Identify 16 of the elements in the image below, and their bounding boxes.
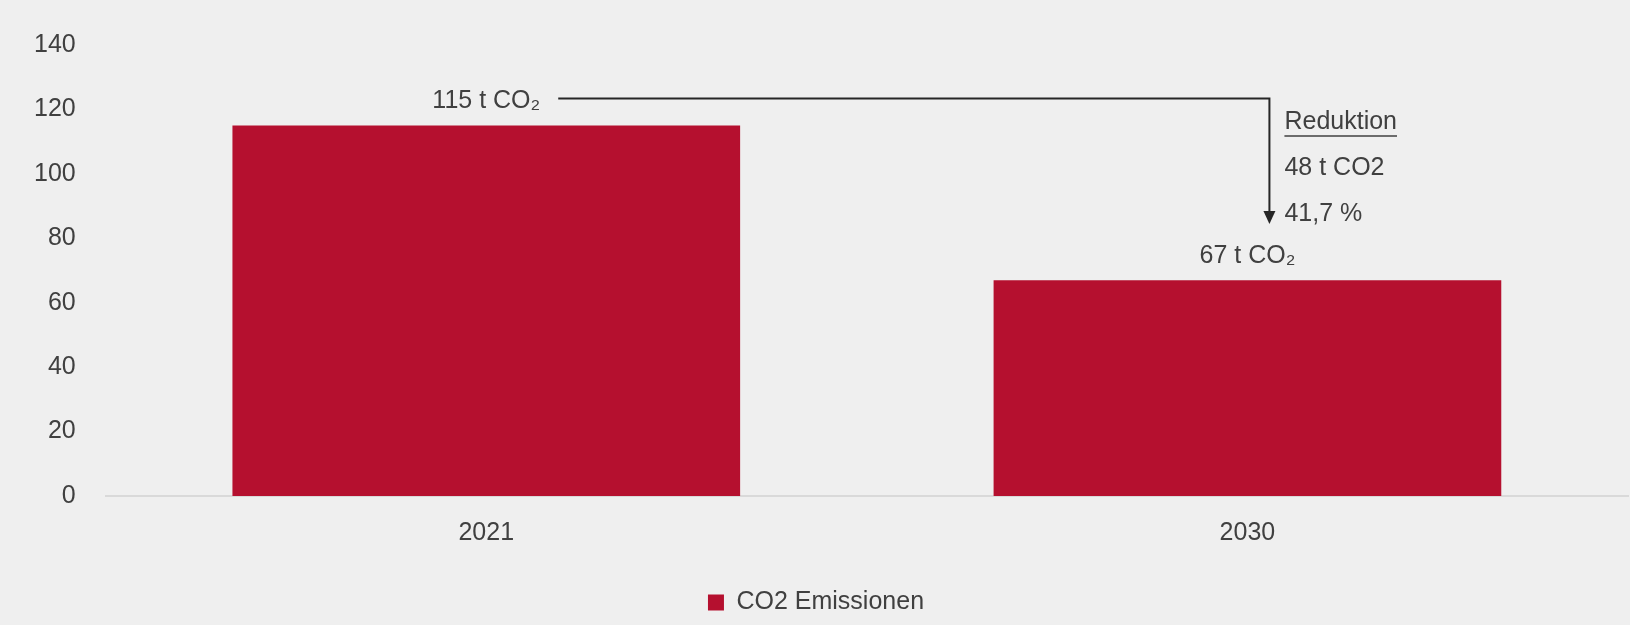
y-tick-label: 80 — [47, 222, 76, 251]
y-tick-label: 40 — [47, 351, 76, 380]
annotation: Reduktion — [1284, 105, 1398, 134]
x-tick-label: 2030 — [1219, 516, 1276, 545]
legend-label: CO2 Emissionen — [736, 586, 925, 615]
y-tick-label: 100 — [33, 157, 76, 186]
annotation: 48 t CO2 — [1284, 151, 1385, 180]
y-tick-label: 0 — [61, 479, 76, 508]
y-tick-label: 20 — [47, 415, 76, 444]
data-label: 115 t CO₂ — [432, 84, 541, 113]
x-tick-label: 2021 — [458, 516, 515, 545]
data-label: 67 t CO₂ — [1199, 239, 1296, 268]
y-tick-label: 60 — [47, 286, 76, 315]
annotation: 41,7 % — [1284, 197, 1363, 226]
y-tick-label: 140 — [33, 28, 76, 57]
y-tick-label: 120 — [33, 93, 76, 122]
